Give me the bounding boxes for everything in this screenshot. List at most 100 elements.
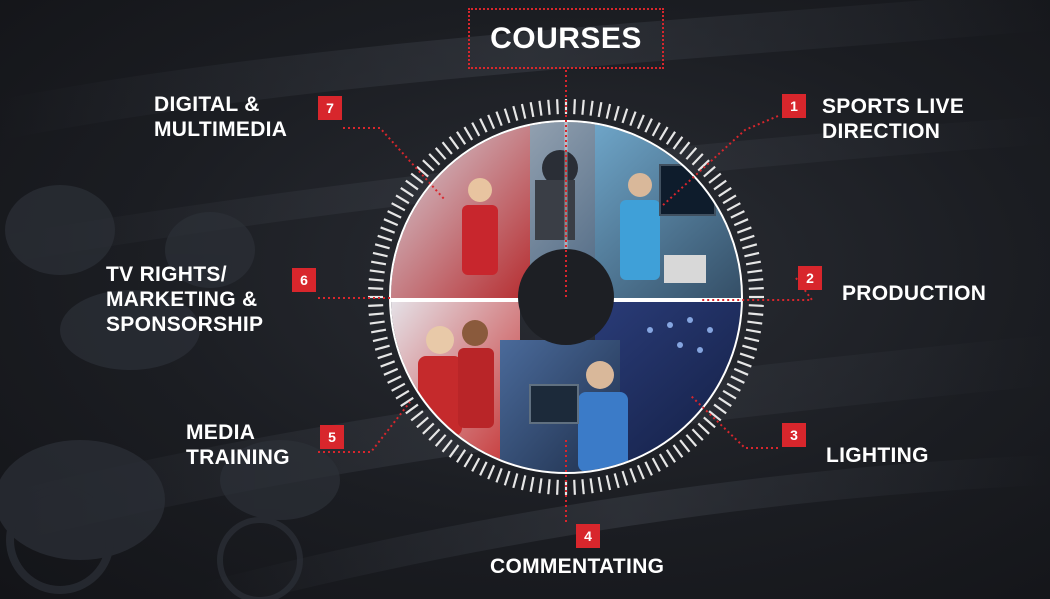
tick-mark [629,111,637,127]
tick-mark [672,136,684,150]
tick-mark [547,99,551,115]
tick-mark [581,99,585,115]
tick-mark [718,396,732,407]
connector-lines [318,70,814,523]
tick-mark [736,226,752,234]
tick-mark [685,434,698,447]
tick-mark [448,444,460,458]
tick-mark [573,479,576,495]
tick-mark [742,243,758,250]
tick-mark [651,122,661,137]
tick-mark [368,304,384,307]
tick-mark [613,473,620,489]
tick-mark [589,478,594,494]
tick-mark [395,389,410,400]
tick-mark [691,153,704,166]
label-lighting: LIGHTING [826,444,929,467]
tick-mark [400,396,414,407]
athletes-podium-photo [391,122,530,302]
tick-mark [742,344,758,351]
tick-mark [441,141,453,155]
tick-mark [479,461,488,476]
tick-mark [405,179,419,191]
tick-mark [726,202,741,212]
tick-mark [556,99,559,115]
tick-mark [747,320,763,325]
tick-mark [368,287,384,290]
tick-mark [416,165,429,178]
tick-mark [665,131,676,145]
tick-mark [739,352,755,360]
tick-mark [374,344,390,351]
tick-mark [422,159,435,172]
tick-mark [726,382,741,392]
tick-mark [377,352,393,360]
tick-mark [428,428,441,441]
tick-mark [613,105,620,121]
tick-mark [520,475,527,491]
tick-mark [387,210,402,219]
tick-mark [722,389,737,400]
badge-7: 7 [318,96,342,120]
tick-mark [597,476,603,493]
tick-mark [529,101,535,118]
tick-mark [739,234,755,242]
tick-mark [658,453,669,468]
tick-mark [463,453,474,468]
tick-mark [748,278,764,282]
connector-1 [661,115,779,207]
tick-mark [538,100,543,116]
connector-3 [689,394,778,449]
tick-mark [730,210,745,219]
tick-mark [370,260,387,266]
tick-mark [547,479,551,495]
tick-mark [730,375,745,384]
tick-mark [471,122,481,137]
tick-mark [581,479,585,495]
tick-mark [529,476,535,493]
tick-mark [745,328,762,334]
tick-mark [665,449,676,463]
tick-mark [636,464,645,480]
tick-mark [368,312,384,316]
badge-4: 4 [576,524,600,548]
tick-mark [685,147,698,160]
tick-mark [644,118,653,133]
tick-mark [538,478,543,494]
tick-mark [410,172,424,184]
tick-mark [495,467,503,483]
badge-3: 3 [782,423,806,447]
tick-mark [718,187,732,198]
tick-mark [503,470,511,486]
tick-mark [448,136,460,150]
tick-mark [380,226,396,234]
tick-mark [713,179,727,191]
tick-mark [405,403,419,415]
label-production: PRODUCTION [842,282,987,305]
tick-mark [621,108,629,124]
tick-mark [736,360,752,368]
tick-mark [383,367,399,376]
tick-mark [605,103,612,119]
courses-title-box: COURSES [468,8,664,69]
tick-mark [697,159,710,172]
label-commentating: COMMENTATING [490,555,665,578]
courses-title: COURSES [490,21,642,55]
badge-1: 1 [782,94,806,118]
tick-mark [748,287,764,290]
tick-mark [369,269,385,274]
tick-mark [573,99,576,115]
label-media-training: MEDIA TRAINING [186,421,290,469]
tick-mark [487,464,496,480]
label-tv-rights-marketing-sponsorship: TV RIGHTS/ MARKETING & SPONSORSHIP [106,263,264,336]
tick-mark [380,360,396,368]
tick-mark [708,172,722,184]
tick-mark [400,187,414,198]
tick-mark [658,126,669,141]
tick-mark [703,416,716,429]
tick-mark [747,269,763,274]
tick-mark [697,422,710,435]
tick-mark [434,434,447,447]
tick-mark [651,457,661,472]
